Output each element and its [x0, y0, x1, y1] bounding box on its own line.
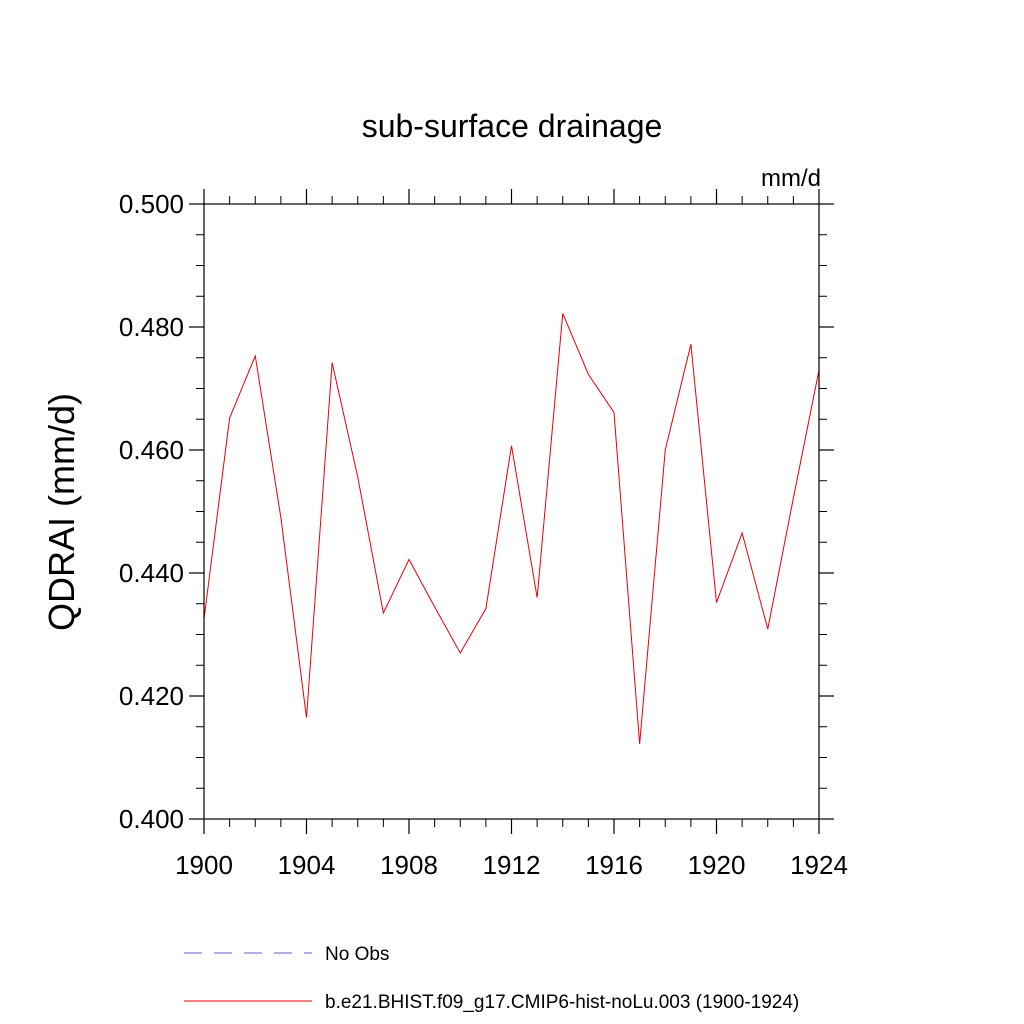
- units-label: mm/d: [761, 165, 821, 192]
- x-tick-label: 1904: [278, 850, 336, 880]
- y-axis-label: QDRAI (mm/d): [41, 393, 82, 631]
- x-tick-label: 1908: [380, 850, 438, 880]
- y-tick-label: 0.500: [119, 189, 184, 219]
- series-group: [203, 313, 820, 745]
- legend-label: b.e21.BHIST.f09_g17.CMIP6-hist-noLu.003 …: [325, 992, 799, 1013]
- x-tick-labels: 1900 1904 1908 1912 1916 1920 1924: [175, 850, 848, 880]
- y-tick-label: 0.400: [119, 804, 184, 834]
- y-tick-label: 0.440: [119, 558, 184, 588]
- x-tick-label: 1924: [790, 850, 848, 880]
- chart-title: sub-surface drainage: [362, 108, 663, 144]
- minor-ticks: [196, 196, 827, 827]
- y-tick-label: 0.420: [119, 681, 184, 711]
- x-tick-label: 1900: [175, 850, 233, 880]
- x-tick-label: 1916: [585, 850, 643, 880]
- plot-frame: [203, 203, 820, 820]
- y-tick-label: 0.460: [119, 435, 184, 465]
- major-ticks: [189, 189, 834, 834]
- series-line: [203, 313, 820, 745]
- y-tick-labels: 0.400 0.420 0.440 0.460 0.480 0.500: [119, 189, 184, 834]
- legend: No Obs b.e21.BHIST.f09_g17.CMIP6-hist-noL…: [184, 944, 799, 1013]
- legend-label: No Obs: [325, 944, 389, 965]
- y-tick-label: 0.480: [119, 312, 184, 342]
- x-tick-label: 1912: [483, 850, 541, 880]
- x-tick-label: 1920: [688, 850, 746, 880]
